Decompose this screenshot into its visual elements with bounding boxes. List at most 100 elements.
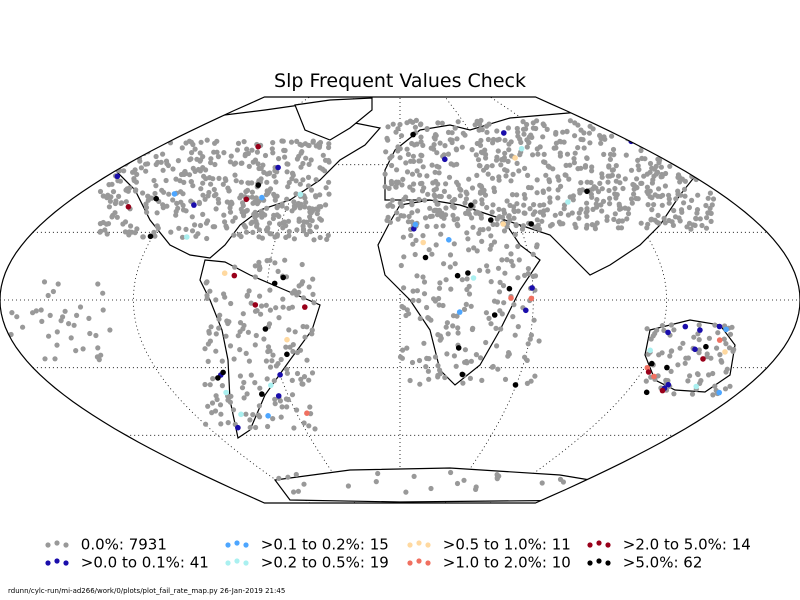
station-marker (704, 159, 710, 166)
station-marker (617, 124, 623, 130)
station-marker (400, 176, 406, 182)
station-marker (666, 155, 672, 161)
station-marker (289, 377, 295, 383)
station-marker (107, 327, 113, 333)
station-marker (542, 159, 548, 165)
station-marker (516, 257, 522, 263)
station-marker (715, 330, 721, 336)
station-marker-flagged (659, 387, 666, 394)
station-marker (180, 202, 186, 208)
station-marker (279, 404, 285, 410)
station-marker (510, 204, 517, 210)
station-marker (481, 187, 487, 193)
station-marker (423, 364, 429, 370)
station-marker (274, 193, 280, 199)
station-marker (512, 332, 518, 338)
station-marker (282, 257, 288, 263)
station-marker (463, 210, 469, 216)
station-marker (74, 312, 80, 318)
station-marker (597, 180, 603, 186)
station-marker (685, 378, 691, 384)
station-marker (508, 251, 514, 257)
station-marker-flagged (297, 191, 304, 198)
station-marker (247, 424, 253, 431)
station-marker (712, 153, 718, 159)
station-marker (702, 120, 708, 126)
station-marker (684, 141, 690, 147)
station-marker (202, 381, 208, 388)
station-marker-flagged (628, 134, 634, 140)
station-marker (560, 129, 566, 135)
station-marker (443, 324, 449, 330)
station-marker (452, 261, 458, 267)
station-marker (677, 218, 683, 224)
station-marker (479, 127, 485, 133)
station-marker (98, 167, 104, 173)
station-marker (696, 322, 702, 328)
station-marker (203, 280, 209, 286)
station-marker (475, 157, 482, 163)
station-marker (228, 200, 235, 206)
station-marker (592, 223, 598, 229)
station-marker (609, 167, 616, 173)
station-marker (714, 345, 720, 351)
station-marker (68, 335, 74, 341)
station-marker (477, 163, 483, 169)
legend-item-3: >0.2 to 0.5%: 19 (220, 553, 389, 572)
station-marker (55, 281, 61, 287)
station-marker (525, 172, 531, 178)
station-marker (286, 228, 292, 235)
station-marker (326, 141, 332, 147)
station-marker (291, 425, 297, 431)
station-marker (453, 147, 460, 153)
station-marker (633, 195, 639, 202)
station-marker (604, 214, 610, 220)
station-marker (459, 144, 465, 150)
station-marker (284, 370, 290, 376)
station-marker (469, 147, 475, 153)
station-marker (553, 145, 559, 151)
station-marker (533, 125, 539, 132)
station-marker (410, 241, 416, 247)
station-marker (504, 257, 510, 263)
station-marker (675, 188, 681, 194)
station-marker (309, 370, 316, 376)
station-marker (435, 363, 441, 369)
station-marker (501, 300, 507, 306)
station-marker (607, 195, 613, 201)
station-marker (212, 408, 219, 414)
station-marker (443, 205, 449, 211)
station-marker (611, 216, 617, 222)
station-marker (520, 119, 526, 125)
station-marker-flagged (422, 254, 429, 261)
station-marker (490, 136, 497, 143)
station-marker (489, 175, 496, 181)
station-marker (280, 296, 286, 302)
station-marker (302, 334, 308, 340)
station-marker (264, 376, 270, 382)
station-marker-flagged (664, 364, 670, 371)
station-marker (696, 337, 702, 343)
station-marker (263, 358, 269, 364)
station-marker (52, 356, 58, 362)
station-marker (294, 407, 300, 413)
station-marker (701, 159, 707, 165)
station-marker (125, 146, 131, 152)
station-marker (575, 145, 581, 151)
station-marker (190, 141, 196, 148)
station-marker (508, 258, 514, 264)
station-marker (140, 234, 146, 240)
legend-label: >0.2 to 0.5%: 19 (260, 553, 389, 572)
station-marker (294, 370, 301, 377)
station-marker (602, 136, 608, 142)
station-marker (416, 357, 423, 364)
station-marker (506, 147, 512, 153)
station-marker (272, 401, 278, 407)
station-marker (479, 238, 485, 244)
station-marker (615, 219, 621, 225)
station-marker (705, 195, 711, 201)
station-marker (273, 305, 279, 311)
station-marker (303, 231, 310, 238)
station-marker (433, 223, 439, 229)
station-marker (104, 231, 110, 237)
